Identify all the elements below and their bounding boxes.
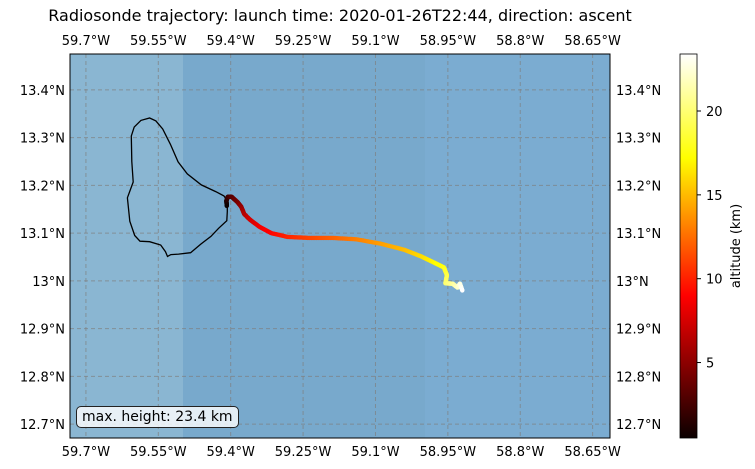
lon-label-bottom-2: 59.4°W [207, 445, 255, 460]
lat-label-right-2: 12.9°N [616, 323, 661, 338]
relief-shade-west [70, 54, 183, 438]
lon-label-bottom-0: 59.7°W [62, 445, 110, 460]
lon-label-top-6: 58.8°W [496, 34, 544, 49]
colorbar-tick-label-1: 10 [706, 273, 723, 288]
longitude-labels-bottom: 59.7°W 59.55°W 59.4°W 59.25°W 59.1°W 58.95°W 5… [62, 445, 621, 460]
lat-label-right-0: 12.7°N [616, 418, 661, 433]
lat-label-left-0: 12.7°N [20, 418, 65, 433]
lat-label-right-6: 13.3°N [616, 132, 661, 147]
radiosonde-trajectory [224, 194, 465, 293]
lat-label-left-7: 13.4°N [20, 84, 65, 99]
lat-label-right-1: 12.8°N [616, 370, 661, 385]
lon-label-bottom-5: 58.95°W [420, 445, 477, 460]
lat-label-left-3: 13°N [32, 275, 65, 290]
lon-label-top-1: 59.55°W [130, 34, 187, 49]
colorbar [679, 53, 698, 439]
lon-label-top-2: 59.4°W [207, 34, 255, 49]
colorbar-ticks: 5 10 15 20 [697, 105, 723, 372]
lon-label-bottom-6: 58.8°W [496, 445, 544, 460]
lon-label-bottom-4: 59.1°W [351, 445, 399, 460]
map-area[interactable] [70, 54, 610, 438]
lat-label-right-7: 13.4°N [616, 84, 661, 99]
colorbar-tick-label-0: 5 [706, 357, 714, 372]
lat-label-left-1: 12.8°N [20, 370, 65, 385]
lat-label-left-6: 13.3°N [20, 132, 65, 147]
colorbar-tick-label-3: 20 [706, 105, 723, 120]
colorbar-label: altitude (km) [729, 204, 744, 288]
lon-label-top-5: 58.95°W [420, 34, 477, 49]
gridlines [70, 54, 610, 438]
lat-label-left-4: 13.1°N [20, 227, 65, 242]
lon-label-top-0: 59.7°W [62, 34, 110, 49]
lat-label-left-2: 12.9°N [20, 323, 65, 338]
trajectory-point-24 [460, 288, 465, 293]
map-frame [69, 53, 611, 439]
longitude-labels-top: 59.7°W 59.55°W 59.4°W 59.25°W 59.1°W 58.95°W 5… [62, 34, 621, 49]
lat-label-right-5: 13.2°N [616, 179, 661, 194]
chart-title: Radiosonde trajectory: launch time: 2020… [48, 6, 632, 25]
colorbar-tick-label-2: 15 [706, 189, 723, 204]
lat-label-left-5: 13.2°N [20, 179, 65, 194]
lon-label-top-7: 58.65°W [564, 34, 621, 49]
lon-label-bottom-3: 59.25°W [275, 445, 332, 460]
latitude-labels-right: 12.7°N 12.8°N 12.9°N 13°N 13.1°N 13.2°N 13.3°N… [616, 84, 661, 433]
sea-shade-east [425, 54, 610, 438]
latitude-labels-left: 12.7°N 12.8°N 12.9°N 13°N 13.1°N 13.2°N 13.3°N… [20, 84, 65, 433]
lon-label-top-3: 59.25°W [275, 34, 332, 49]
lat-label-right-3: 13°N [616, 275, 649, 290]
lon-label-bottom-7: 58.65°W [564, 445, 621, 460]
max-height-box: max. height: 23.4 km [76, 406, 239, 428]
lon-label-top-4: 59.1°W [351, 34, 399, 49]
lat-label-right-4: 13.1°N [616, 227, 661, 242]
lon-label-bottom-1: 59.55°W [130, 445, 187, 460]
